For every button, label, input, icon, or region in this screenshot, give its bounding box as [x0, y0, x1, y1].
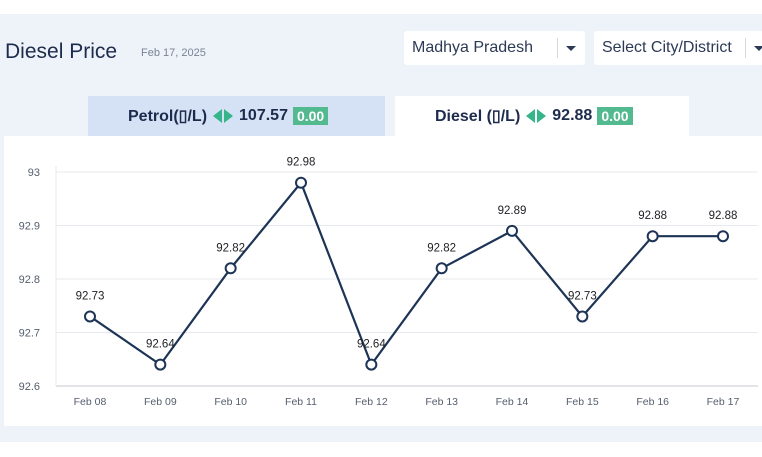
- data-point[interactable]: [435, 262, 448, 275]
- data-point[interactable]: [365, 358, 378, 371]
- city-dropdown[interactable]: Select City/District: [594, 31, 762, 65]
- data-label: 92.73: [568, 290, 597, 302]
- y-tick-label: 92.7: [19, 328, 40, 340]
- x-tick-label: Feb 14: [496, 396, 529, 408]
- tab-diesel-change-badge: 0.00: [597, 107, 633, 125]
- series-line: [89, 180, 723, 367]
- x-tick-label: Feb 13: [425, 396, 458, 408]
- data-label: 92.64: [357, 339, 386, 351]
- data-point[interactable]: [717, 230, 729, 243]
- chevron-down-icon[interactable]: [566, 46, 576, 51]
- x-tick-label: Feb 08: [74, 396, 107, 408]
- y-tick-label: 92.8: [19, 274, 40, 286]
- data-point[interactable]: [154, 358, 167, 371]
- page-date: Feb 17, 2025: [141, 47, 206, 59]
- data-label: 92.82: [427, 242, 456, 254]
- data-label: 92.82: [216, 242, 245, 254]
- data-label: 92.88: [638, 210, 667, 222]
- data-point[interactable]: [506, 224, 518, 237]
- data-label: 92.73: [76, 290, 105, 302]
- change-arrows-icon: [526, 109, 547, 123]
- x-tick-label: Feb 17: [707, 396, 740, 408]
- change-arrows-icon: [213, 109, 234, 123]
- x-tick-label: Feb 09: [144, 396, 177, 408]
- data-label: 92.89: [498, 205, 527, 217]
- data-label: 92.98: [287, 157, 316, 169]
- data-point[interactable]: [295, 176, 307, 189]
- x-tick-label: Feb 15: [566, 396, 599, 408]
- tab-petrol-change-badge: 0.00: [292, 107, 329, 125]
- data-point[interactable]: [224, 262, 237, 275]
- data-point[interactable]: [84, 310, 96, 323]
- state-dropdown[interactable]: Madhya Pradesh: [404, 31, 585, 65]
- chevron-down-icon[interactable]: [754, 46, 762, 51]
- data-point[interactable]: [646, 230, 659, 243]
- x-tick-label: Feb 10: [214, 396, 247, 408]
- data-label: 92.88: [709, 210, 738, 222]
- dropdown-divider: [745, 38, 746, 58]
- tab-petrol[interactable]: Petrol(▯/L) 107.57 0.00: [88, 96, 385, 136]
- price-line-chart: 92.6 92.7 92.8 92.9 93 Feb 08 Feb 09 Feb 10 Feb …: [19, 157, 758, 408]
- tab-petrol-price: 107.57: [239, 107, 288, 124]
- x-tick-label: Feb 11: [285, 396, 317, 408]
- x-tick-label: Feb 16: [636, 396, 669, 408]
- data-label: 92.64: [146, 339, 175, 351]
- tab-petrol-label: Petrol(▯/L): [128, 108, 208, 125]
- city-dropdown-placeholder: Select City/District: [602, 39, 732, 56]
- y-tick-label: 93: [28, 167, 40, 179]
- data-point[interactable]: [576, 310, 589, 323]
- x-tick-label: Feb 12: [355, 396, 388, 408]
- y-tick-label: 92.6: [19, 381, 40, 393]
- chart-panel: 92.6 92.7 92.8 92.9 93 Feb 08 Feb 09 Feb 10 Feb …: [4, 136, 762, 426]
- y-tick-label: 92.9: [19, 221, 40, 233]
- tab-diesel-price: 92.88: [552, 107, 593, 124]
- tab-diesel-label: Diesel (▯/L): [435, 108, 521, 125]
- tab-diesel[interactable]: Diesel (▯/L) 92.88 0.00: [395, 96, 689, 136]
- page-title: Diesel Price: [5, 40, 118, 63]
- dropdown-divider: [557, 38, 558, 58]
- state-dropdown-value: Madhya Pradesh: [412, 39, 533, 56]
